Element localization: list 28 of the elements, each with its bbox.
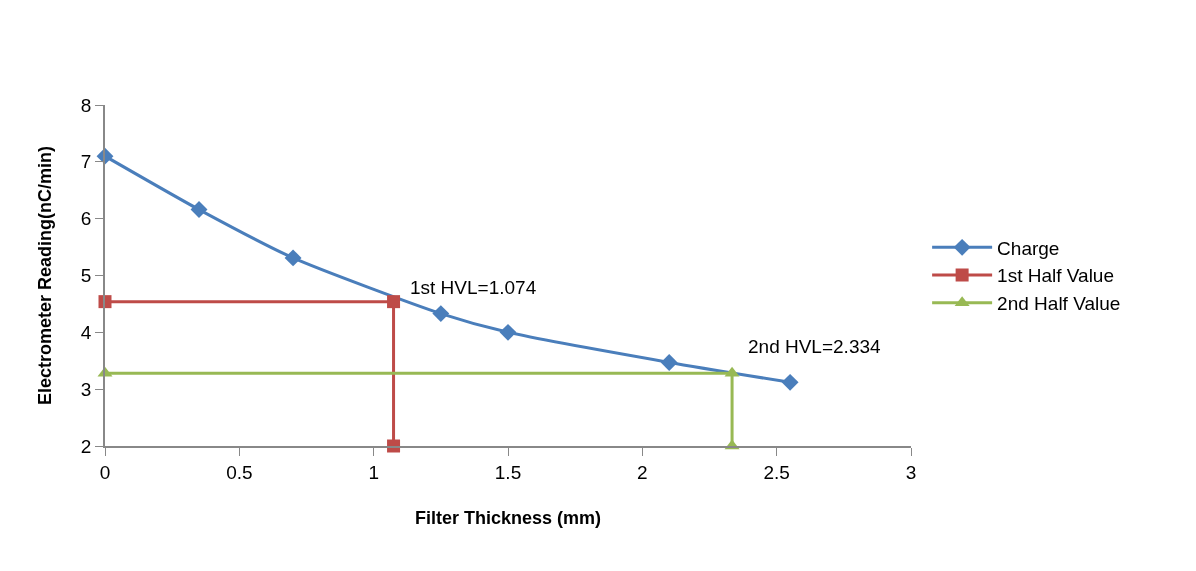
x-tick-label: 3 <box>905 461 917 483</box>
y-tick-label: 6 <box>80 208 92 230</box>
y-tick-label: 7 <box>80 151 92 173</box>
x-tick-label: 1 <box>368 461 379 483</box>
x-tick-label: 2.5 <box>763 461 790 483</box>
legend-label: Charge <box>997 237 1060 259</box>
x-tick-label: 0 <box>99 461 111 483</box>
y-tick-label: 4 <box>80 321 92 343</box>
y-tick-label: 3 <box>80 378 92 400</box>
y-tick-label: 5 <box>80 265 92 287</box>
annotation: 1st HVL=1.074 <box>410 277 537 298</box>
point <box>432 305 450 323</box>
legend-label: 2nd Half Value <box>997 293 1121 315</box>
point <box>284 249 302 267</box>
point <box>781 373 799 391</box>
x-tick-label: 1.5 <box>494 461 522 483</box>
point <box>499 323 517 341</box>
x-tick-label: 2 <box>637 461 648 483</box>
y-tick-label: 8 <box>80 94 92 116</box>
x-tick-label: 0.5 <box>226 461 253 483</box>
legend-label: 1st Half Value <box>997 265 1115 287</box>
y-axis-title: Electrometer Reading(nC/min) <box>34 145 55 406</box>
annotation: 2nd HVL=2.334 <box>748 336 882 357</box>
point <box>387 295 401 309</box>
y-tick-label: 2 <box>80 435 92 457</box>
point <box>190 201 208 219</box>
x-axis-title: Filter Thickness (mm) <box>414 508 602 529</box>
point <box>660 354 678 371</box>
